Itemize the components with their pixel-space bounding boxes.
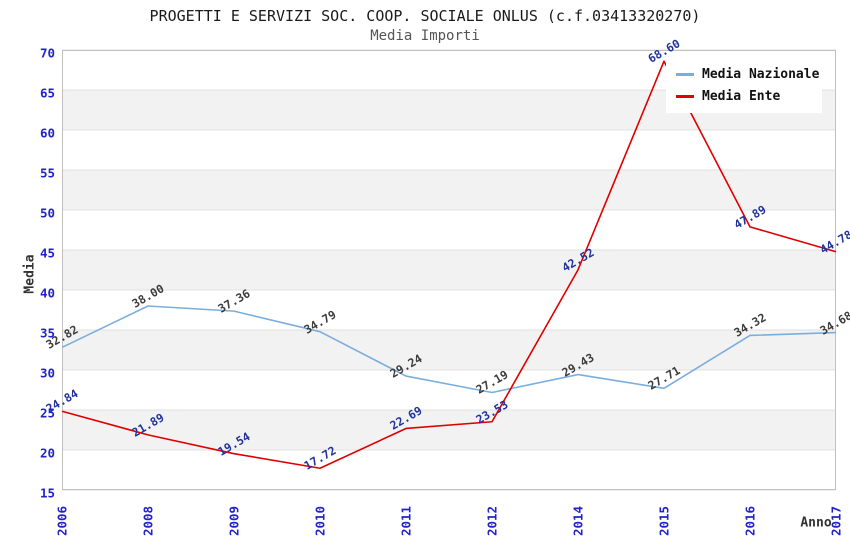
y-axis-tick-label: 65: [39, 85, 55, 101]
y-axis-tick-label: 70: [39, 45, 55, 61]
plot-band: [62, 410, 836, 450]
x-axis-tick-label: 2008: [140, 505, 156, 537]
x-axis-tick-label: 2010: [312, 505, 328, 537]
y-axis-tick-label: 15: [39, 485, 55, 501]
x-axis-tick-label: 2006: [54, 505, 70, 537]
legend-label: Media Nazionale: [702, 66, 820, 82]
x-axis-tick-label: 2014: [570, 505, 586, 537]
x-axis-tick-label: 2015: [656, 505, 672, 537]
y-axis-tick-label: 25: [39, 405, 55, 421]
plot-band: [62, 170, 836, 210]
x-axis-tick-label: 2012: [484, 505, 500, 537]
plot-border: [62, 50, 836, 490]
legend-item-media-ente: Media Ente: [670, 85, 818, 107]
legend: Media Nazionale Media Ente: [666, 57, 822, 113]
y-axis-tick-label: 60: [39, 125, 55, 141]
series-line-nazionale: [61, 305, 837, 394]
x-axis-title-text: Anno: [800, 515, 832, 531]
x-axis-tick-label: 2011: [398, 505, 414, 537]
plot-area: 32.82 38.00 37.36 34.79 29.24 27.19 29.43 27.71…: [44, 36, 850, 491]
y-axis-title-text: Media: [22, 254, 38, 294]
legend-label: Media Ente: [702, 88, 781, 104]
series-line-ente: [61, 60, 837, 470]
legend-swatch-icon: [676, 94, 694, 98]
y-axis-tick-label: 50: [39, 205, 55, 221]
chart-subtitle: Media Importi: [370, 28, 480, 44]
chart-canvas: [61, 49, 837, 491]
y-axis-tick-label: 20: [39, 445, 55, 461]
y-axis-tick-label: 55: [39, 165, 55, 181]
chart-title: PROGETTI E SERVIZI SOC. COOP. SOCIALE ON…: [149, 7, 701, 25]
y-axis-tick-label: 45: [39, 245, 55, 261]
y-axis-tick-label: 35: [39, 325, 55, 341]
y-axis-tick-label: 30: [39, 365, 55, 381]
plot-band: [62, 250, 836, 290]
y-axis-tick-label: 40: [39, 285, 55, 301]
legend-item-media-nazionale: Media Nazionale: [670, 63, 820, 85]
x-axis-tick-label: 2016: [742, 505, 758, 537]
x-axis-tick-label: 2017: [828, 505, 844, 537]
x-axis-tick-label: 2009: [226, 505, 242, 537]
legend-swatch-icon: [676, 72, 694, 76]
plot-band: [62, 330, 836, 370]
